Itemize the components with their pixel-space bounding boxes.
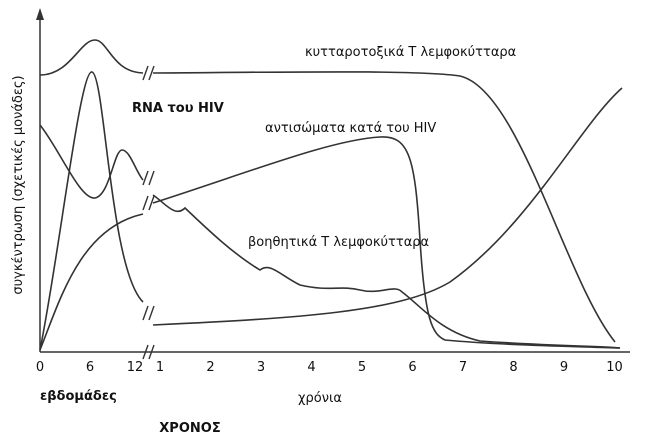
years-label: χρόνια [298, 391, 342, 406]
helper-curve [39, 124, 621, 349]
cytotoxic-curve [39, 39, 616, 343]
x-tick-label: 9 [560, 360, 568, 375]
x-tick-label: 8 [509, 360, 517, 375]
y-arrow [36, 8, 44, 20]
x-tick-label: 10 [606, 360, 623, 375]
axis-breaks [142, 65, 155, 360]
x-tick-label: 5 [358, 360, 366, 375]
x-tick-label: 12 [127, 360, 144, 375]
rna-curve [39, 71, 623, 351]
curves [39, 39, 623, 360]
x-tick-label: 4 [307, 360, 315, 375]
cytotoxic-label: κυτταροτοξικά Τ λεμφοκύτταρα [305, 45, 516, 60]
antibody-curve [39, 136, 621, 351]
axes [36, 8, 630, 353]
x-tick-label: 3 [257, 360, 265, 375]
x-tick-label: 2 [206, 360, 214, 375]
x-tick-label: 7 [459, 360, 467, 375]
x-tick-label: 6 [408, 360, 416, 375]
helper-label: βοηθητικά Τ λεμφοκύτταρα [248, 235, 429, 250]
x-tick-label: 6 [86, 360, 94, 375]
y-axis-label: συγκέντρωση (σχετικές μονάδες) [11, 75, 26, 294]
rna-label: RNA του HIV [132, 101, 224, 116]
x-axis-label: ΧΡΟΝΟΣ [159, 421, 220, 436]
weeks-label: εβδομάδες [40, 389, 117, 404]
x-tick-label: 1 [156, 360, 164, 375]
antibody-label: αντισώματα κατά του HIV [265, 121, 436, 136]
x-tick-label: 0 [36, 360, 44, 375]
